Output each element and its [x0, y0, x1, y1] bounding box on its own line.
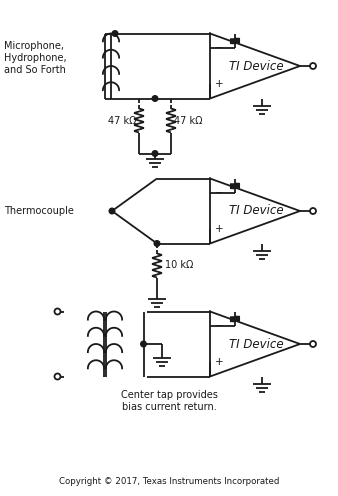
Text: TI Device: TI Device — [230, 204, 284, 218]
Circle shape — [152, 96, 158, 101]
Text: TI Device: TI Device — [230, 337, 284, 351]
Circle shape — [154, 241, 160, 247]
Text: Thermocouple: Thermocouple — [4, 206, 74, 216]
Text: 47 kΩ: 47 kΩ — [174, 116, 202, 125]
Text: 10 kΩ: 10 kΩ — [165, 260, 193, 270]
Text: Copyright © 2017, Texas Instruments Incorporated: Copyright © 2017, Texas Instruments Inco… — [59, 477, 279, 486]
Text: +: + — [215, 78, 223, 89]
Text: +: + — [215, 357, 223, 367]
Text: −: − — [215, 321, 223, 331]
Text: −: − — [215, 188, 223, 198]
Text: Center tap provides
bias current return.: Center tap provides bias current return. — [121, 390, 217, 412]
Circle shape — [112, 31, 118, 36]
Circle shape — [152, 151, 158, 156]
Text: Microphone,
Hydrophone,
and So Forth: Microphone, Hydrophone, and So Forth — [4, 41, 67, 74]
Text: −: − — [215, 44, 223, 54]
Circle shape — [109, 208, 115, 214]
Circle shape — [141, 341, 146, 347]
Text: 47 kΩ: 47 kΩ — [108, 116, 137, 125]
Text: +: + — [215, 224, 223, 234]
Text: TI Device: TI Device — [230, 60, 284, 72]
